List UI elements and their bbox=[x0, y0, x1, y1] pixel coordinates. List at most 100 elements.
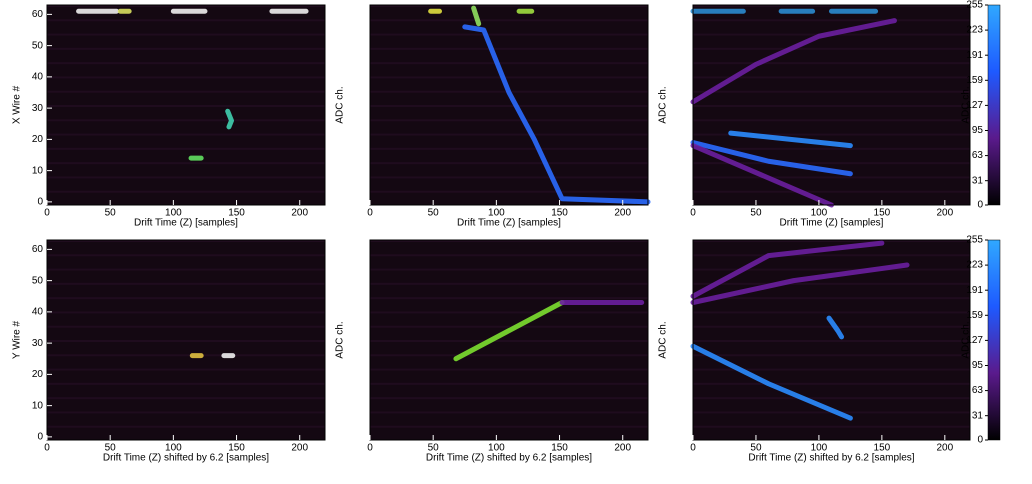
y-tick-label: 50 bbox=[32, 40, 44, 51]
noise-band bbox=[47, 90, 325, 93]
x-tick-label: 150 bbox=[228, 443, 245, 454]
noise-band bbox=[47, 411, 325, 414]
colorbar-tick-label: 63 bbox=[972, 150, 984, 161]
noise-band bbox=[370, 162, 648, 165]
y-tick-label: 40 bbox=[32, 307, 44, 318]
y-tick-label: 10 bbox=[32, 400, 44, 411]
track bbox=[690, 18, 897, 105]
x-tick-label: 200 bbox=[614, 443, 631, 454]
noise-band bbox=[370, 311, 648, 314]
x-tick-label: 200 bbox=[936, 208, 953, 219]
colorbar-tick-label: 223 bbox=[966, 260, 983, 271]
track bbox=[690, 343, 853, 421]
noise-band bbox=[370, 19, 648, 22]
colorbar-tick-label: 223 bbox=[966, 25, 983, 36]
x-tick-label: 0 bbox=[690, 443, 696, 454]
x-tick-label: 150 bbox=[874, 443, 891, 454]
x-tick-label: 50 bbox=[428, 443, 440, 454]
noise-band bbox=[370, 190, 648, 193]
plot-frame bbox=[692, 4, 971, 206]
x-tick-label: 0 bbox=[44, 208, 50, 219]
noise-band bbox=[693, 368, 970, 371]
x-axis-label: Drift Time (Z) shifted by 6.2 [samples] bbox=[426, 453, 592, 464]
x-tick-label: 0 bbox=[367, 443, 373, 454]
y-tick-label: 30 bbox=[32, 338, 44, 349]
noise-band bbox=[47, 133, 325, 136]
y-tick-label: 20 bbox=[32, 369, 44, 380]
y-axis-label: ADC ch. bbox=[658, 86, 669, 123]
noise-band bbox=[370, 5, 648, 7]
x-tick-label: 0 bbox=[44, 443, 50, 454]
colorbar-tick-label: 0 bbox=[977, 435, 983, 446]
noise-band bbox=[47, 105, 325, 107]
colorbar-tick-label: 191 bbox=[966, 50, 983, 61]
y-tick-label: 60 bbox=[32, 9, 44, 20]
track bbox=[690, 143, 834, 208]
noise-band bbox=[693, 133, 970, 136]
noise-band bbox=[370, 340, 648, 342]
colorbar-tick-label: 63 bbox=[972, 385, 984, 396]
colorbar-tick-label: 31 bbox=[972, 175, 984, 186]
colorbar-tick-label: 95 bbox=[972, 125, 984, 136]
x-tick-label: 200 bbox=[614, 208, 631, 219]
noise-band bbox=[47, 33, 325, 36]
x-tick-label: 100 bbox=[488, 443, 505, 454]
noise-band bbox=[370, 411, 648, 414]
y-tick-label: 0 bbox=[37, 197, 43, 208]
noise-band bbox=[693, 147, 970, 150]
noise-band bbox=[370, 254, 648, 257]
colorbar-tick-label: 31 bbox=[972, 410, 984, 421]
x-tick-label: 150 bbox=[874, 208, 891, 219]
noise-band bbox=[47, 340, 325, 342]
y-tick-label: 40 bbox=[32, 72, 44, 83]
x-tick-label: 100 bbox=[811, 443, 828, 454]
noise-band bbox=[370, 105, 648, 107]
x-axis-label: Drift Time (Z) [samples] bbox=[134, 218, 238, 229]
noise-band bbox=[370, 397, 648, 400]
y-tick-label: 10 bbox=[32, 165, 44, 176]
colorbar-tick-label: 255 bbox=[966, 0, 983, 11]
x-tick-label: 50 bbox=[750, 443, 762, 454]
colorbar-label: ADC ch. bbox=[961, 321, 972, 358]
x-tick-label: 100 bbox=[165, 443, 182, 454]
plot-frame bbox=[369, 4, 649, 206]
colorbar-tick-label: 127 bbox=[966, 100, 983, 111]
noise-band bbox=[693, 90, 970, 93]
noise-band bbox=[693, 240, 970, 242]
x-tick-label: 50 bbox=[105, 208, 117, 219]
noise-band bbox=[693, 297, 970, 300]
x-tick-label: 0 bbox=[367, 208, 373, 219]
noise-band bbox=[370, 240, 648, 242]
x-tick-label: 200 bbox=[291, 208, 308, 219]
noise-band bbox=[370, 176, 648, 179]
noise-band bbox=[370, 382, 648, 385]
plot-frame bbox=[46, 239, 326, 441]
noise-band bbox=[47, 354, 325, 357]
noise-band bbox=[693, 162, 970, 165]
noise-band bbox=[370, 133, 648, 136]
noise-band bbox=[370, 62, 648, 65]
noise-band bbox=[693, 47, 970, 50]
noise-band bbox=[47, 254, 325, 257]
track bbox=[728, 130, 853, 149]
y-tick-label: 50 bbox=[32, 275, 44, 286]
y-axis-label: Y Wire # bbox=[12, 320, 23, 359]
noise-band bbox=[47, 368, 325, 371]
noise-band bbox=[47, 297, 325, 300]
track bbox=[453, 300, 565, 362]
noise-band bbox=[47, 382, 325, 385]
noise-band bbox=[370, 325, 648, 328]
colorbar bbox=[987, 239, 1001, 441]
x-tick-label: 50 bbox=[105, 443, 117, 454]
x-tick-label: 0 bbox=[690, 208, 696, 219]
noise-band bbox=[693, 119, 970, 122]
noise-band bbox=[370, 47, 648, 50]
colorbar bbox=[987, 4, 1001, 206]
noise-band bbox=[693, 340, 970, 342]
x-axis-label: Drift Time (Z) [samples] bbox=[780, 218, 884, 229]
noise-band bbox=[47, 119, 325, 122]
noise-band bbox=[693, 105, 970, 107]
noise-band bbox=[693, 62, 970, 65]
noise-band bbox=[693, 19, 970, 22]
